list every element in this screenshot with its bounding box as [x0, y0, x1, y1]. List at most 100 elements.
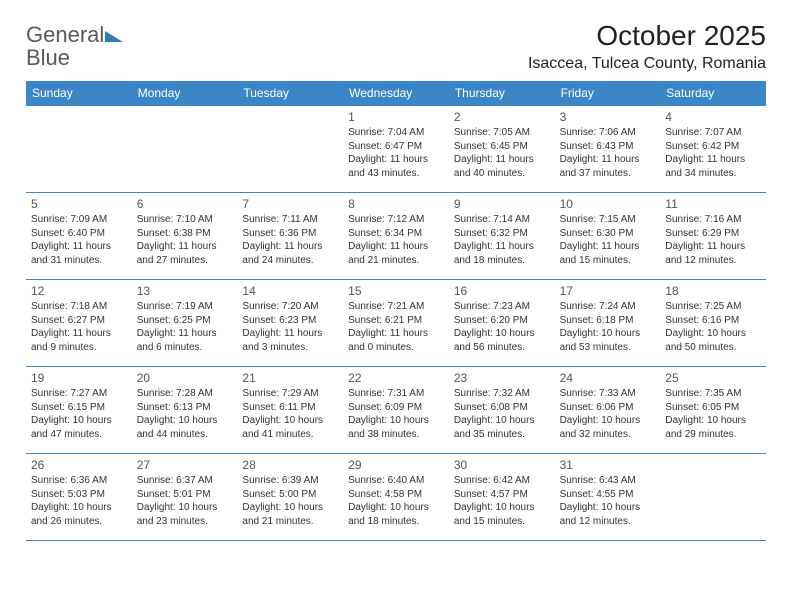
logo: General Blue: [26, 20, 123, 70]
calendar-cell: 13 Sunrise: 7:19 AMSunset: 6:25 PMDayligh…: [132, 280, 238, 366]
day-detail: Sunrise: 7:28 AMSunset: 6:13 PMDaylight:…: [137, 387, 233, 441]
calendar-cell: 10 Sunrise: 7:15 AMSunset: 6:30 PMDayligh…: [555, 193, 661, 279]
calendar-cell: 1Sunrise: 7:04 AMSunset: 6:47 PMDaylight…: [343, 106, 449, 192]
day-number: 4: [665, 110, 761, 124]
calendar-cell: 15Sunrise: 7:21 AMSunset: 6:21 PMDayligh…: [343, 280, 449, 366]
day-detail: Sunrise: 7:10 AMSunset: 6:38 PMDaylight:…: [137, 213, 233, 267]
weekday-label: Friday: [555, 81, 661, 105]
day-detail: Sunrise: 6:37 AMSunset: 5:01 PMDaylight:…: [137, 474, 233, 528]
calendar-cell: 24 Sunrise: 7:33 AMSunset: 6:06 PMDayligh…: [555, 367, 661, 453]
location: Isaccea, Tulcea County, Romania: [528, 55, 766, 73]
day-number: 5: [31, 197, 127, 211]
weekday-label: Thursday: [449, 81, 555, 105]
day-detail: Sunrise: 7:24 AMSunset: 6:18 PMDaylight:…: [560, 300, 656, 354]
month-title: October 2025: [528, 20, 766, 52]
day-number: 23: [454, 371, 550, 385]
day-detail: Sunrise: 7:18 AMSunset: 6:27 PMDaylight:…: [31, 300, 127, 354]
calendar-cell: 21Sunrise: 7:29 AMSunset: 6:11 PMDayligh…: [237, 367, 343, 453]
day-number: 20: [137, 371, 233, 385]
calendar-row: 5 Sunrise: 7:09 AMSunset: 6:40 PMDaylight…: [26, 192, 766, 279]
day-number: 3: [560, 110, 656, 124]
day-number: 26: [31, 458, 127, 472]
calendar-cell: 9Sunrise: 7:14 AMSunset: 6:32 PMDaylight…: [449, 193, 555, 279]
day-number: 30: [454, 458, 550, 472]
title-block: October 2025 Isaccea, Tulcea County, Rom…: [528, 20, 766, 73]
day-detail: Sunrise: 6:36 AMSunset: 5:03 PMDaylight:…: [31, 474, 127, 528]
calendar-cell: 5 Sunrise: 7:09 AMSunset: 6:40 PMDaylight…: [26, 193, 132, 279]
day-detail: Sunrise: 7:33 AMSunset: 6:06 PMDaylight:…: [560, 387, 656, 441]
calendar-cell: 16 Sunrise: 7:23 AMSunset: 6:20 PMDayligh…: [449, 280, 555, 366]
calendar-cell: 19Sunrise: 7:27 AMSunset: 6:15 PMDayligh…: [26, 367, 132, 453]
weekday-label: Tuesday: [237, 81, 343, 105]
day-number: 15: [348, 284, 444, 298]
day-number: 13: [137, 284, 233, 298]
calendar-row: 19Sunrise: 7:27 AMSunset: 6:15 PMDayligh…: [26, 366, 766, 453]
day-number: 14: [242, 284, 338, 298]
weekday-label: Monday: [132, 81, 238, 105]
day-detail: Sunrise: 6:40 AMSunset: 4:58 PMDaylight:…: [348, 474, 444, 528]
day-number: 7: [242, 197, 338, 211]
day-number: 10: [560, 197, 656, 211]
calendar-row: 26 Sunrise: 6:36 AMSunset: 5:03 PMDayligh…: [26, 453, 766, 541]
calendar-cell: 27 Sunrise: 6:37 AMSunset: 5:01 PMDayligh…: [132, 454, 238, 540]
day-number: 31: [560, 458, 656, 472]
day-number: 29: [348, 458, 444, 472]
calendar-cell: 23 Sunrise: 7:32 AMSunset: 6:08 PMDayligh…: [449, 367, 555, 453]
calendar-cell: 3Sunrise: 7:06 AMSunset: 6:43 PMDaylight…: [555, 106, 661, 192]
calendar-cell: [237, 106, 343, 192]
weekday-label: Wednesday: [343, 81, 449, 105]
day-detail: Sunrise: 7:09 AMSunset: 6:40 PMDaylight:…: [31, 213, 127, 267]
logo-part1: General: [26, 22, 104, 47]
day-detail: Sunrise: 7:23 AMSunset: 6:20 PMDaylight:…: [454, 300, 550, 354]
day-detail: Sunrise: 6:42 AMSunset: 4:57 PMDaylight:…: [454, 474, 550, 528]
day-number: 27: [137, 458, 233, 472]
day-detail: Sunrise: 7:31 AMSunset: 6:09 PMDaylight:…: [348, 387, 444, 441]
calendar-cell: 8Sunrise: 7:12 AMSunset: 6:34 PMDaylight…: [343, 193, 449, 279]
day-number: 16: [454, 284, 550, 298]
calendar-cell: [132, 106, 238, 192]
calendar-cell: 31Sunrise: 6:43 AMSunset: 4:55 PMDayligh…: [555, 454, 661, 540]
day-number: 2: [454, 110, 550, 124]
weekday-header: SundayMondayTuesdayWednesdayThursdayFrid…: [26, 81, 766, 105]
day-detail: Sunrise: 7:25 AMSunset: 6:16 PMDaylight:…: [665, 300, 761, 354]
day-number: 18: [665, 284, 761, 298]
weekday-label: Sunday: [26, 81, 132, 105]
calendar-cell: 20 Sunrise: 7:28 AMSunset: 6:13 PMDayligh…: [132, 367, 238, 453]
day-detail: Sunrise: 7:16 AMSunset: 6:29 PMDaylight:…: [665, 213, 761, 267]
calendar-page: General Blue October 2025 Isaccea, Tulce…: [0, 0, 792, 551]
calendar-cell: [26, 106, 132, 192]
day-number: 24: [560, 371, 656, 385]
day-detail: Sunrise: 7:15 AMSunset: 6:30 PMDaylight:…: [560, 213, 656, 267]
calendar-cell: 29 Sunrise: 6:40 AMSunset: 4:58 PMDayligh…: [343, 454, 449, 540]
calendar-table: SundayMondayTuesdayWednesdayThursdayFrid…: [26, 81, 766, 541]
calendar-cell: 22 Sunrise: 7:31 AMSunset: 6:09 PMDayligh…: [343, 367, 449, 453]
day-number: 21: [242, 371, 338, 385]
calendar-body: 1Sunrise: 7:04 AMSunset: 6:47 PMDaylight…: [26, 105, 766, 541]
calendar-cell: 12 Sunrise: 7:18 AMSunset: 6:27 PMDayligh…: [26, 280, 132, 366]
calendar-cell: 6 Sunrise: 7:10 AMSunset: 6:38 PMDaylight…: [132, 193, 238, 279]
header: General Blue October 2025 Isaccea, Tulce…: [26, 20, 766, 73]
day-detail: Sunrise: 7:19 AMSunset: 6:25 PMDaylight:…: [137, 300, 233, 354]
day-number: 6: [137, 197, 233, 211]
calendar-cell: 18 Sunrise: 7:25 AMSunset: 6:16 PMDayligh…: [660, 280, 766, 366]
calendar-cell: 25 Sunrise: 7:35 AMSunset: 6:05 PMDayligh…: [660, 367, 766, 453]
calendar-cell: 2Sunrise: 7:05 AMSunset: 6:45 PMDaylight…: [449, 106, 555, 192]
day-detail: Sunrise: 7:35 AMSunset: 6:05 PMDaylight:…: [665, 387, 761, 441]
day-detail: Sunrise: 7:32 AMSunset: 6:08 PMDaylight:…: [454, 387, 550, 441]
calendar-cell: 30 Sunrise: 6:42 AMSunset: 4:57 PMDayligh…: [449, 454, 555, 540]
weekday-label: Saturday: [660, 81, 766, 105]
day-number: 25: [665, 371, 761, 385]
calendar-cell: 7 Sunrise: 7:11 AMSunset: 6:36 PMDaylight…: [237, 193, 343, 279]
calendar-cell: 28Sunrise: 6:39 AMSunset: 5:00 PMDayligh…: [237, 454, 343, 540]
day-detail: Sunrise: 7:07 AMSunset: 6:42 PMDaylight:…: [665, 126, 761, 180]
day-number: 22: [348, 371, 444, 385]
day-detail: Sunrise: 7:11 AMSunset: 6:36 PMDaylight:…: [242, 213, 338, 267]
calendar-row: 1Sunrise: 7:04 AMSunset: 6:47 PMDaylight…: [26, 105, 766, 192]
day-detail: Sunrise: 7:27 AMSunset: 6:15 PMDaylight:…: [31, 387, 127, 441]
day-number: 12: [31, 284, 127, 298]
logo-part2: Blue: [26, 45, 70, 70]
day-number: 17: [560, 284, 656, 298]
logo-text: General Blue: [26, 24, 123, 70]
day-detail: Sunrise: 7:04 AMSunset: 6:47 PMDaylight:…: [348, 126, 444, 180]
day-detail: Sunrise: 7:14 AMSunset: 6:32 PMDaylight:…: [454, 213, 550, 267]
